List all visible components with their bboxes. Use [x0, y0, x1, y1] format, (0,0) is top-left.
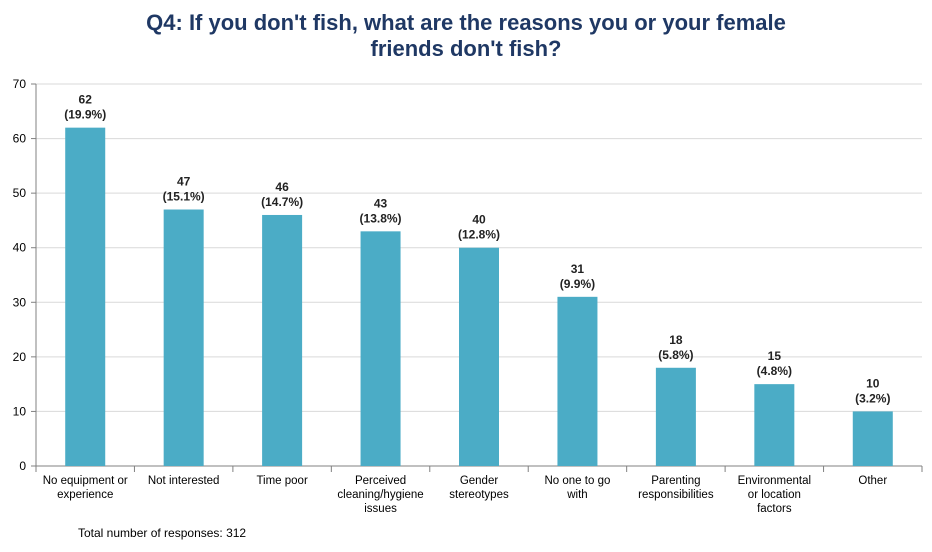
bar	[557, 296, 598, 466]
x-category-label-line: Not interested	[148, 475, 220, 487]
x-category-label-line: issues	[364, 503, 397, 515]
data-label-percent: (19.9%)	[64, 108, 106, 122]
x-category-label: Gender stereotypes	[449, 475, 509, 501]
data-label-value: 47	[177, 175, 191, 189]
x-category-label-line: No equipment or	[43, 475, 128, 487]
y-tick-label: 40	[13, 241, 27, 255]
x-category-label-line: No one to go	[545, 475, 611, 487]
x-category-label-line: Parenting	[651, 475, 700, 487]
x-category-label: Other	[858, 475, 887, 487]
chart-title-line-2: friends don't fish?	[370, 36, 562, 61]
y-tick-label: 50	[13, 186, 27, 200]
chart-title: Q4: If you don't fish, what are the reas…	[0, 10, 932, 62]
data-label-value: 46	[275, 180, 289, 194]
x-category-label: No equipment or experience	[43, 475, 128, 501]
data-label-value: 18	[669, 333, 683, 347]
data-label-percent: (13.8%)	[360, 211, 402, 225]
data-label-percent: (14.7%)	[261, 195, 303, 209]
data-label-value: 40	[472, 213, 486, 227]
total-responses-footnote: Total number of responses: 312	[78, 526, 247, 540]
x-category-label-line: Time poor	[256, 475, 308, 487]
y-tick-label: 70	[13, 77, 27, 91]
bar	[459, 247, 499, 466]
y-tick-label: 30	[13, 295, 27, 309]
x-category-label: Environmental or location factors	[738, 475, 812, 515]
bar	[655, 367, 696, 466]
bar	[852, 411, 893, 466]
chart-title-line-1: Q4: If you don't fish, what are the reas…	[146, 10, 786, 35]
data-label-percent: (4.8%)	[757, 364, 792, 378]
x-category-label: Parenting responsibilities	[638, 475, 714, 501]
bar	[262, 214, 303, 466]
data-label-percent: (9.9%)	[560, 277, 595, 291]
data-label-percent: (3.2%)	[855, 391, 890, 405]
data-label-value: 43	[374, 196, 388, 210]
x-category-label-line: Perceived	[355, 475, 406, 487]
bar	[65, 127, 106, 467]
x-category-label-line: Other	[858, 475, 887, 487]
x-category-label: Not interested	[148, 475, 220, 487]
data-label-percent: (5.8%)	[658, 348, 693, 362]
x-category-label-line: with	[566, 489, 587, 501]
y-tick-label: 60	[13, 132, 27, 146]
x-category-label: Perceived cleaning/hygiene issues	[337, 475, 423, 515]
x-category-label: No one to go with	[545, 475, 611, 501]
y-tick-label: 10	[13, 404, 27, 418]
y-tick-label: 0	[19, 459, 26, 473]
bars	[65, 127, 893, 467]
x-category-label-line: experience	[57, 489, 113, 501]
x-category-label-line: stereotypes	[449, 489, 509, 501]
data-label-percent: (12.8%)	[458, 228, 500, 242]
x-category-label-line: or location	[748, 489, 801, 501]
bar	[754, 384, 795, 466]
x-category-label-line: cleaning/hygiene	[337, 489, 423, 501]
data-label-percent: (15.1%)	[163, 190, 205, 204]
data-label-value: 31	[571, 262, 585, 276]
data-label-value: 15	[768, 349, 782, 363]
labels: 0 10 20 30 40 50 60 70 62(19.9%) No equipment or e…	[13, 77, 891, 515]
y-tick-label: 20	[13, 350, 27, 364]
data-label-value: 10	[866, 376, 880, 390]
data-label-value: 62	[79, 93, 93, 107]
x-category-label: Time poor	[256, 475, 308, 487]
x-category-label-line: responsibilities	[638, 489, 714, 501]
bar	[163, 209, 204, 466]
x-category-label-line: Gender	[460, 475, 499, 487]
x-category-label-line: Environmental	[738, 475, 812, 487]
bar	[360, 231, 401, 466]
x-category-label-line: factors	[757, 503, 792, 515]
